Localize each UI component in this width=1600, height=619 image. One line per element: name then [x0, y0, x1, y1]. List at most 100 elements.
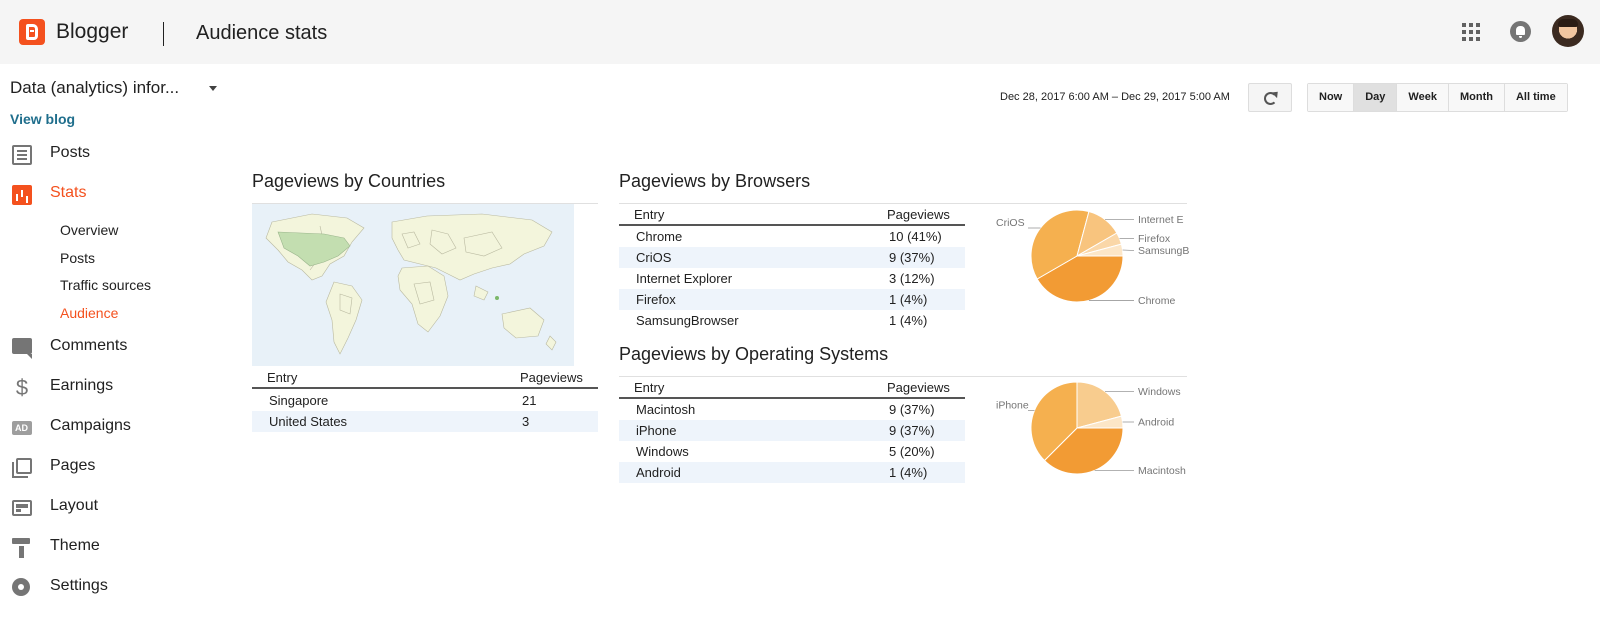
pages-icon [12, 458, 32, 478]
panel-divider [619, 203, 1187, 204]
chevron-down-icon[interactable] [209, 86, 217, 91]
cell-pageviews: 9 (37%) [889, 423, 935, 438]
table-row: Windows 5 (20%) [619, 441, 965, 462]
cell-pageviews: 1 (4%) [889, 313, 928, 328]
column-header-entry: Entry [634, 207, 665, 222]
blog-selector[interactable]: Data (analytics) infor... [10, 78, 180, 97]
range-week-button[interactable]: Week [1397, 84, 1449, 111]
cell-pageviews: 3 (12%) [889, 271, 935, 286]
range-now-button[interactable]: Now [1308, 84, 1355, 111]
time-range-selector: Now Day Week Month All time [1307, 83, 1568, 112]
table-header-rule [252, 387, 598, 389]
table-row: Chrome 10 (41%) [619, 226, 965, 247]
cell-pageviews: 21 [522, 393, 537, 408]
cell-pageviews: 9 (37%) [889, 250, 935, 265]
gear-icon [12, 578, 30, 596]
table-header-rule [619, 224, 965, 226]
sidebar-subitem-overview[interactable]: Overview [60, 222, 119, 238]
sidebar-item-comments[interactable]: Comments [0, 330, 240, 364]
cell-pageviews: 9 (37%) [889, 402, 935, 417]
pie-slice-iphone[interactable] [1030, 381, 1078, 462]
table-row: CriOS 9 (37%) [619, 247, 965, 268]
table-row: Android 1 (4%) [619, 462, 965, 483]
panel-divider [619, 376, 1187, 377]
posts-icon [12, 145, 32, 165]
sidebar-item-label: Stats [50, 184, 87, 201]
dollar-icon: $ [15, 375, 29, 400]
brand-name[interactable]: Blogger [56, 20, 129, 43]
pie-slice-chrome[interactable] [1036, 255, 1124, 303]
cell-pageviews: 5 (20%) [889, 444, 935, 459]
pie-slice-windows[interactable] [1076, 381, 1123, 429]
table-row: United States 3 [252, 411, 598, 432]
sidebar-item-campaigns[interactable]: Campaigns [0, 410, 240, 444]
countries-table: Entry Pageviews Singapore 21 United Stat… [252, 370, 598, 432]
column-header-pageviews: Pageviews [887, 207, 950, 222]
sidebar-item-settings[interactable]: Settings [0, 570, 240, 604]
sidebar-item-label: Campaigns [50, 417, 131, 434]
sidebar-item-label: Comments [50, 337, 128, 354]
pie-slice-macintosh[interactable] [1043, 427, 1124, 475]
sidebar-item-earnings[interactable]: $ Earnings [0, 370, 240, 404]
cell-entry: Singapore [269, 393, 329, 408]
sidebar-item-posts[interactable]: Posts [0, 137, 240, 171]
column-header-pageviews: Pageviews [887, 380, 950, 395]
refresh-button[interactable] [1248, 83, 1292, 112]
sidebar-item-label: Earnings [50, 377, 114, 394]
table-row: Singapore 21 [252, 390, 598, 411]
stats-icon [12, 185, 32, 205]
pie-label: Windows [1138, 386, 1181, 398]
sidebar-subitem-posts[interactable]: Posts [60, 250, 96, 266]
world-map-svg [265, 213, 557, 355]
countries-title: Pageviews by Countries [252, 171, 446, 191]
world-map[interactable] [252, 204, 574, 366]
cell-entry: SamsungBrowser [636, 313, 739, 328]
table-row: Internet Explorer 3 (12%) [619, 268, 965, 289]
sidebar-subitem-traffic-sources[interactable]: Traffic sources [60, 277, 152, 293]
cell-entry: Windows [636, 444, 689, 459]
cell-entry: Chrome [636, 229, 683, 244]
os-table: Entry Pageviews Macintosh 9 (37%) iPhone… [619, 380, 965, 484]
sidebar-subitem-audience[interactable]: Audience [60, 305, 119, 321]
sidebar-item-theme[interactable]: Theme [0, 530, 240, 564]
range-day-button[interactable]: Day [1354, 84, 1398, 111]
view-blog-link[interactable]: View blog [10, 111, 76, 127]
notifications-icon[interactable] [1510, 21, 1531, 42]
table-row: iPhone 9 (37%) [619, 420, 965, 441]
cell-pageviews: 3 [522, 414, 530, 429]
sidebar-item-label: Theme [50, 537, 100, 554]
ad-icon [12, 421, 32, 435]
table-row: Macintosh 9 (37%) [619, 399, 965, 420]
pie-label: iPhone [996, 399, 1029, 411]
apps-grid-icon[interactable] [1462, 23, 1480, 41]
os-title: Pageviews by Operating Systems [619, 344, 889, 364]
pie-label: Internet E [1138, 214, 1184, 226]
sidebar-item-pages[interactable]: Pages [0, 450, 240, 484]
sidebar-item-layout[interactable]: Layout [0, 490, 240, 524]
browsers-table: Entry Pageviews Chrome 10 (41%) CriOS 9 … [619, 207, 965, 331]
sidebar-item-label: Settings [50, 577, 108, 594]
sidebar-item-stats[interactable]: Stats [0, 177, 240, 211]
cell-entry: Macintosh [636, 402, 696, 417]
pie-label: SamsungB [1138, 245, 1189, 257]
avatar[interactable] [1552, 15, 1584, 47]
header-divider [163, 22, 164, 46]
cell-entry: Firefox [636, 292, 676, 307]
sidebar-item-label: Posts [50, 144, 91, 161]
column-header-entry: Entry [267, 370, 298, 385]
cell-entry: Internet Explorer [636, 271, 733, 286]
blogger-logo-icon[interactable] [19, 19, 45, 45]
page-title: Audience stats [196, 22, 328, 44]
pie-label: Macintosh [1138, 465, 1186, 477]
panel-divider [252, 203, 598, 204]
paint-roller-icon [12, 538, 32, 558]
comments-icon [12, 338, 32, 359]
os-pie-chart[interactable]: iPhone Windows Android Macintosh [970, 378, 1190, 490]
pie-label: CriOS [996, 217, 1025, 229]
browsers-title: Pageviews by Browsers [619, 171, 811, 191]
range-all-time-button[interactable]: All time [1504, 84, 1567, 111]
range-month-button[interactable]: Month [1448, 84, 1505, 111]
pie-label: Firefox [1138, 233, 1171, 245]
column-header-entry: Entry [634, 380, 665, 395]
